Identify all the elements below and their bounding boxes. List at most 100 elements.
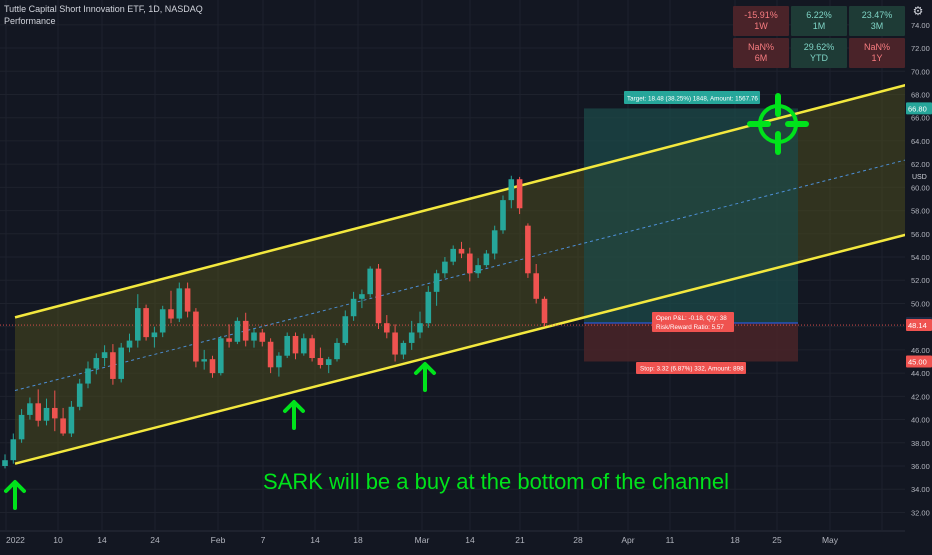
candle bbox=[500, 195, 506, 234]
candle-body bbox=[516, 179, 523, 209]
y-tick-label: 64.00 bbox=[911, 137, 930, 146]
crosshair-target-icon bbox=[747, 93, 809, 155]
candle-body bbox=[251, 332, 257, 341]
candle-body bbox=[242, 320, 249, 341]
y-tick-label: 68.00 bbox=[911, 90, 930, 99]
candle-body bbox=[234, 320, 241, 342]
candle bbox=[35, 389, 41, 427]
candle bbox=[334, 338, 340, 362]
candle bbox=[76, 378, 83, 411]
candle bbox=[525, 223, 531, 278]
candle bbox=[408, 320, 415, 350]
candle bbox=[10, 433, 17, 464]
candle-body bbox=[367, 268, 373, 295]
x-tick-label: 10 bbox=[53, 535, 63, 545]
candle bbox=[508, 175, 515, 209]
candle-body bbox=[18, 414, 25, 440]
candle-body bbox=[442, 261, 448, 274]
candle-body bbox=[52, 407, 58, 419]
candle-body bbox=[284, 335, 290, 356]
candle-body bbox=[301, 338, 307, 354]
candle bbox=[483, 250, 490, 268]
candle-body bbox=[68, 406, 75, 434]
candle-body bbox=[500, 200, 506, 231]
candle bbox=[267, 338, 274, 374]
channel-lower-line bbox=[14, 226, 932, 465]
candle bbox=[359, 289, 365, 309]
candle bbox=[475, 258, 481, 278]
candle-body bbox=[317, 358, 324, 365]
x-tick-label: 14 bbox=[97, 535, 107, 545]
candle bbox=[342, 310, 349, 346]
arrow-head bbox=[283, 400, 305, 413]
perf-cell-3m: 23.47% 3M bbox=[849, 6, 905, 36]
annotation-text: SARK will be a buy at the bottom of the … bbox=[263, 469, 729, 494]
y-tick-label: 36.00 bbox=[911, 462, 930, 471]
y-tick-label: 70.00 bbox=[911, 67, 930, 76]
x-tick-label: 14 bbox=[465, 535, 475, 545]
up-arrow-icon bbox=[4, 480, 26, 510]
candle bbox=[234, 317, 241, 345]
candle bbox=[143, 304, 149, 341]
perf-value: -15.91% bbox=[744, 10, 778, 20]
target-label: Target: 18.48 (38.25%) 1848, Amount: 156… bbox=[627, 96, 758, 103]
indicator-label: Performance bbox=[4, 16, 56, 26]
candle bbox=[533, 263, 539, 304]
candle bbox=[201, 349, 207, 370]
symbol-title: Tuttle Capital Short Innovation ETF, 1D,… bbox=[4, 4, 203, 14]
candle bbox=[425, 286, 432, 328]
candle-body bbox=[350, 298, 357, 317]
candle bbox=[400, 340, 407, 360]
candle bbox=[118, 342, 124, 383]
x-tick-label: 18 bbox=[353, 535, 363, 545]
candle-body bbox=[184, 288, 191, 312]
candle-body bbox=[342, 316, 349, 343]
candle bbox=[52, 390, 58, 432]
y-tick-label: 44.00 bbox=[911, 369, 930, 378]
y-tick-label: 66.00 bbox=[911, 114, 930, 123]
candle-body bbox=[292, 335, 299, 354]
candle bbox=[2, 454, 8, 469]
candle bbox=[60, 407, 66, 436]
candle-body bbox=[475, 265, 481, 274]
candle bbox=[27, 397, 33, 420]
candle-body bbox=[110, 352, 116, 379]
candle-body bbox=[533, 273, 539, 299]
perf-cell-1m: 6.22% 1M bbox=[791, 6, 847, 36]
x-tick-label: 7 bbox=[261, 535, 266, 545]
candle-body bbox=[458, 248, 465, 254]
currency-label: USD bbox=[912, 174, 927, 181]
y-tick-label: 42.00 bbox=[911, 392, 930, 401]
candle-body bbox=[267, 341, 274, 368]
candle-body bbox=[176, 288, 183, 319]
candle-body bbox=[201, 359, 207, 362]
stop-label-box bbox=[636, 362, 746, 374]
gear-icon[interactable]: ⚙ bbox=[912, 4, 924, 18]
x-tick-label: 18 bbox=[730, 535, 740, 545]
candle bbox=[176, 282, 183, 323]
candle-body bbox=[541, 298, 548, 324]
candle-body bbox=[309, 338, 315, 359]
x-tick-label: Mar bbox=[415, 535, 430, 545]
candle bbox=[259, 329, 266, 347]
candle-body bbox=[218, 338, 224, 374]
candle bbox=[135, 294, 141, 348]
y-tick-label: 58.00 bbox=[911, 207, 930, 216]
pl-label-box bbox=[652, 312, 734, 332]
candle-body bbox=[151, 332, 158, 338]
candle bbox=[93, 353, 100, 375]
perf-value: 23.47% bbox=[861, 10, 893, 20]
candle-body bbox=[76, 383, 83, 407]
candle bbox=[491, 225, 498, 260]
perf-value: 6.22% bbox=[806, 10, 832, 20]
candle-body bbox=[226, 338, 232, 342]
candle bbox=[242, 312, 249, 347]
candle-body bbox=[126, 340, 133, 348]
candle-body bbox=[85, 368, 91, 384]
candle-body bbox=[425, 291, 432, 324]
candle bbox=[276, 352, 282, 377]
candle bbox=[384, 315, 390, 339]
x-tick-label: 2022 bbox=[6, 535, 25, 545]
